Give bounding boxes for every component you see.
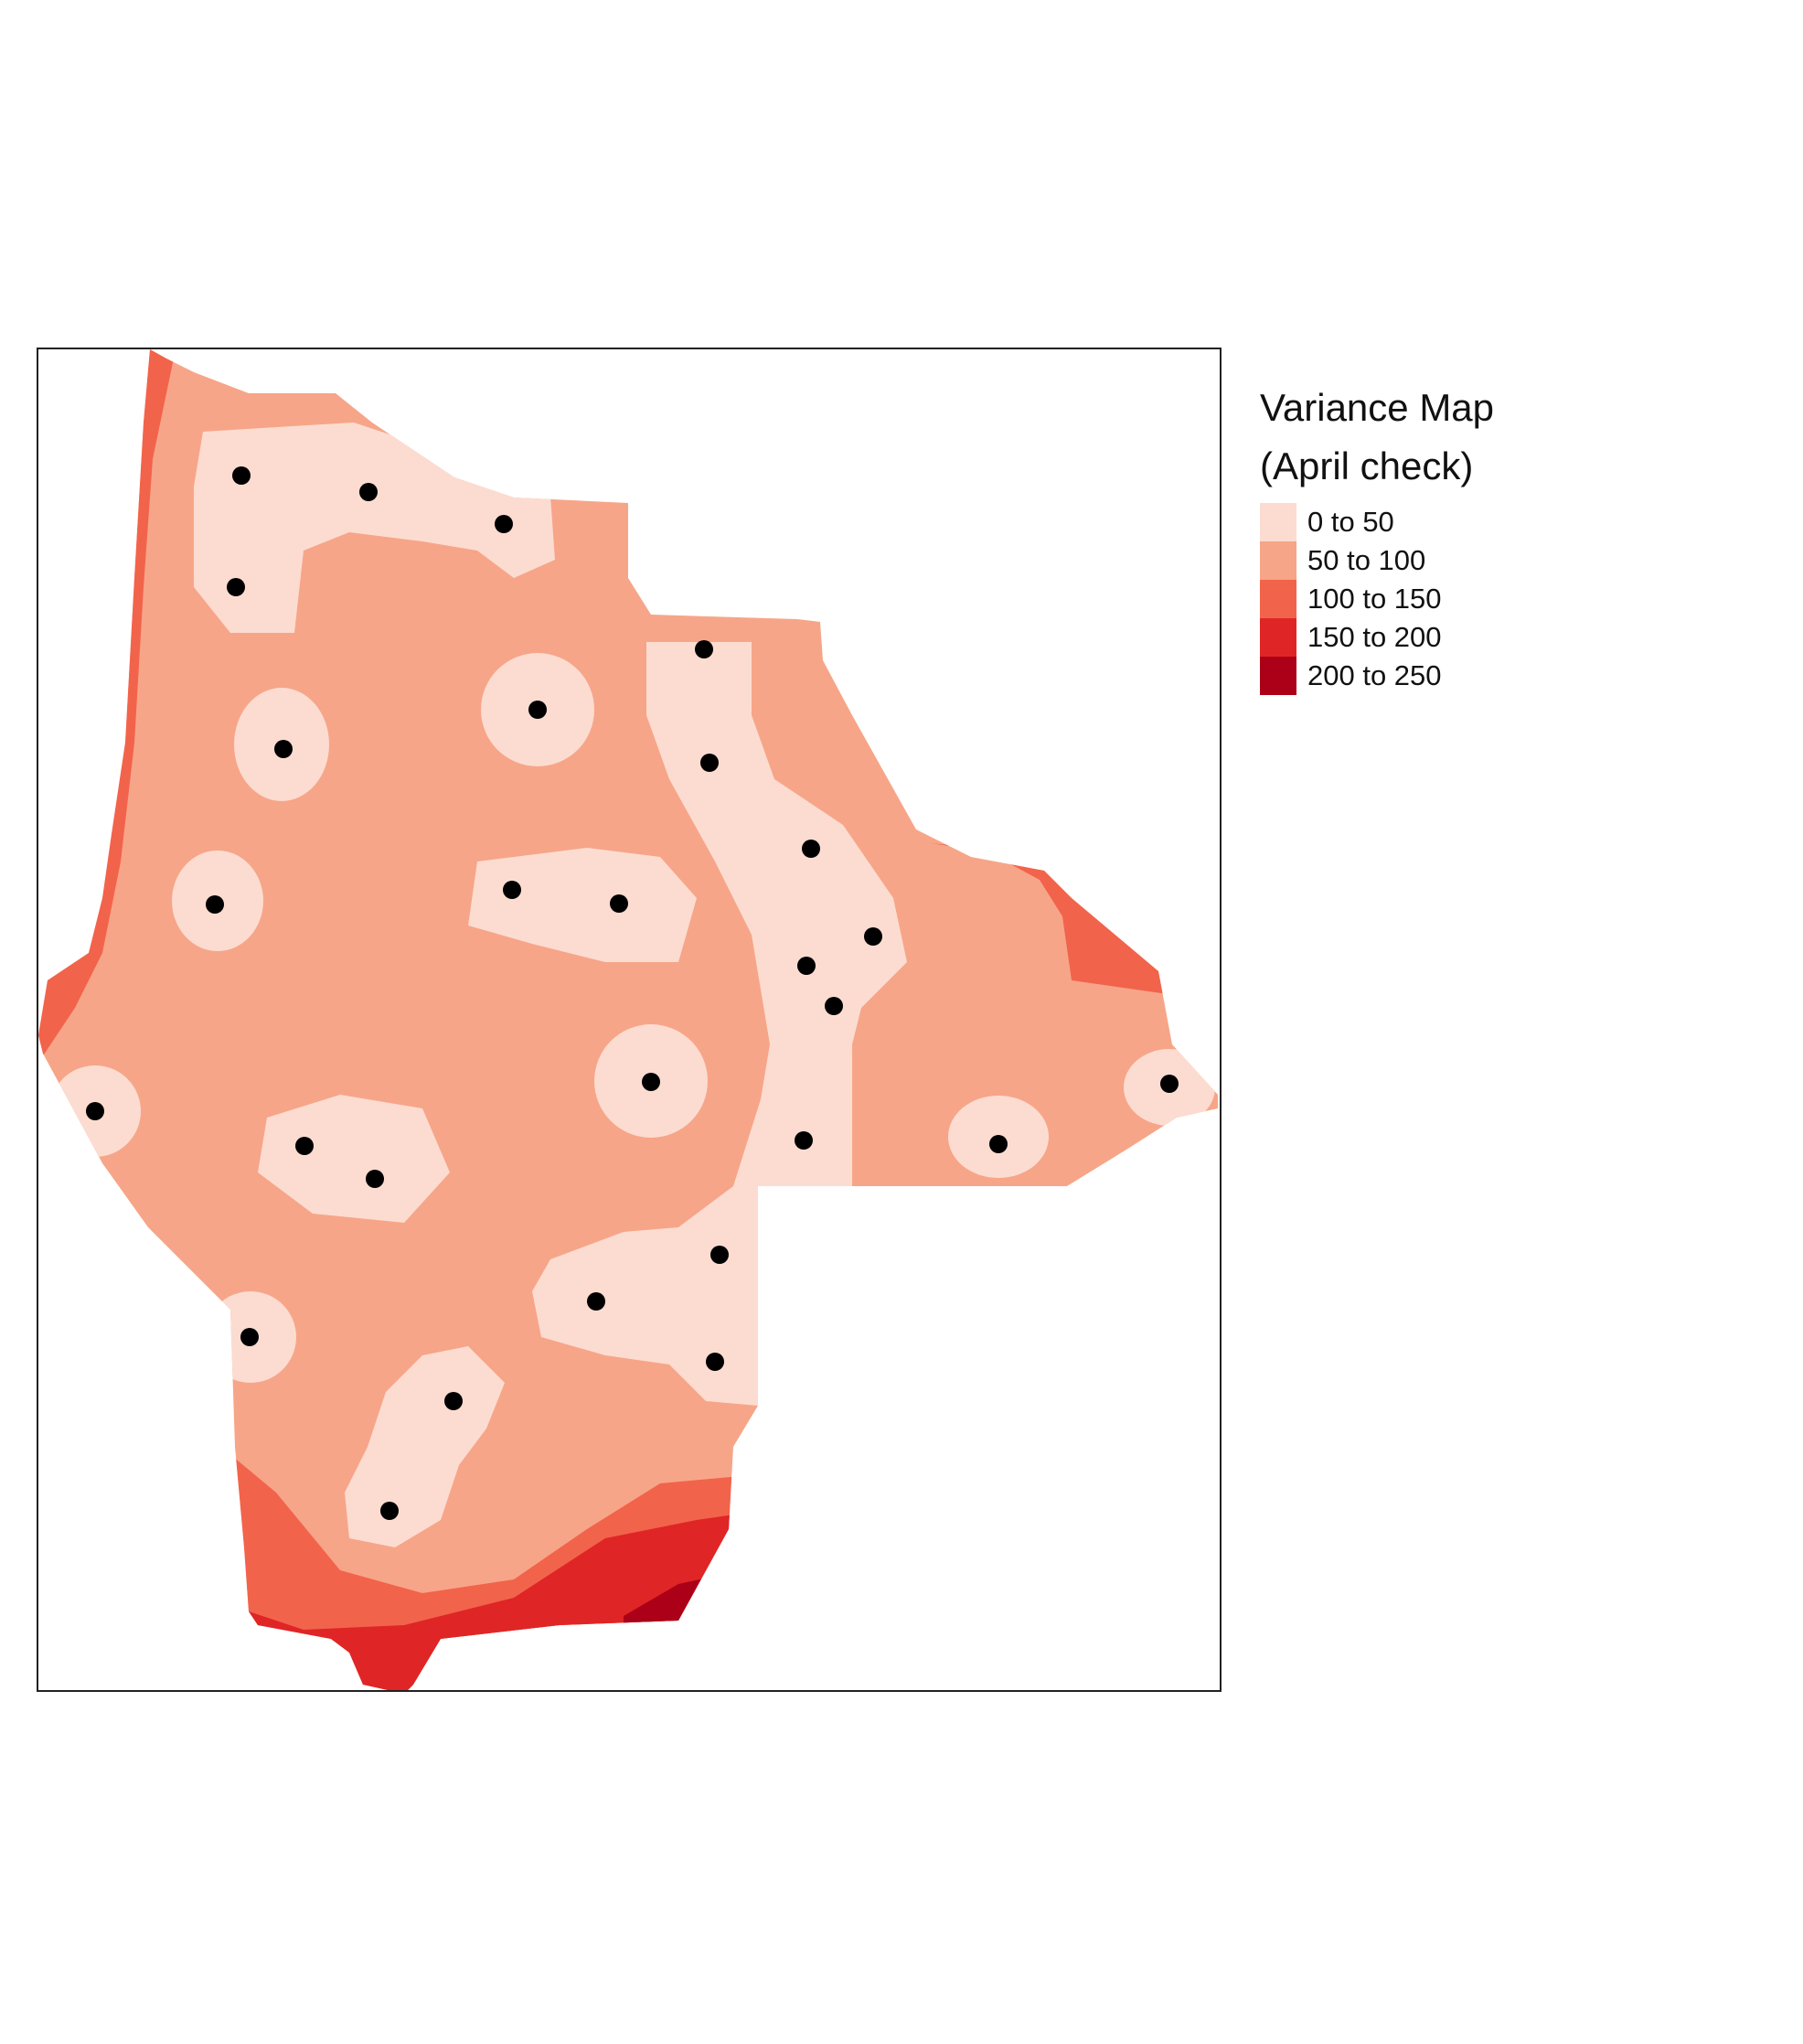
legend: Variance Map (April check) 0 to 50 50 to …	[1260, 379, 1494, 695]
map-frame	[37, 348, 1222, 1692]
legend-item: 150 to 200	[1260, 618, 1494, 657]
legend-title-line2: (April check)	[1260, 444, 1474, 487]
sample-point	[380, 1502, 399, 1520]
legend-title-line1: Variance Map	[1260, 386, 1495, 429]
legend-label: 0 to 50	[1307, 506, 1394, 538]
sample-point	[295, 1137, 314, 1155]
variance-map	[38, 349, 1218, 1690]
sample-point	[695, 640, 713, 658]
sample-point	[1160, 1075, 1179, 1093]
legend-swatch	[1260, 503, 1296, 541]
sample-points	[86, 466, 1179, 1520]
sample-point	[528, 701, 547, 719]
sample-point	[206, 895, 224, 914]
sample-point	[274, 740, 293, 758]
legend-item: 0 to 50	[1260, 503, 1494, 541]
sample-point	[240, 1328, 259, 1346]
sample-point	[366, 1170, 384, 1188]
sample-point	[227, 578, 245, 596]
sample-point	[359, 483, 378, 501]
sample-point	[802, 840, 820, 858]
legend-label: 50 to 100	[1307, 544, 1426, 576]
legend-swatch	[1260, 618, 1296, 657]
sample-point	[700, 754, 719, 772]
sample-point	[710, 1246, 729, 1264]
sample-point	[864, 927, 882, 946]
legend-item: 200 to 250	[1260, 657, 1494, 695]
sample-point	[706, 1353, 724, 1371]
sample-point	[587, 1292, 605, 1311]
sample-point	[86, 1102, 104, 1120]
legend-items: 0 to 50 50 to 100 100 to 150 150 to 200 200 …	[1260, 503, 1494, 695]
sample-point	[825, 997, 843, 1015]
sample-point	[795, 1131, 813, 1150]
legend-item: 50 to 100	[1260, 541, 1494, 580]
legend-swatch	[1260, 657, 1296, 695]
sample-point	[444, 1392, 463, 1410]
legend-label: 200 to 250	[1307, 659, 1442, 691]
legend-label: 150 to 200	[1307, 621, 1442, 653]
sample-point	[610, 894, 628, 913]
sample-point	[503, 881, 521, 899]
sample-point	[797, 957, 816, 975]
sample-point	[642, 1073, 660, 1091]
legend-label: 100 to 150	[1307, 583, 1442, 615]
sample-point	[989, 1135, 1008, 1153]
legend-item: 100 to 150	[1260, 580, 1494, 618]
sample-point	[495, 515, 513, 533]
legend-swatch	[1260, 541, 1296, 580]
legend-swatch	[1260, 580, 1296, 618]
sample-point	[232, 466, 251, 485]
